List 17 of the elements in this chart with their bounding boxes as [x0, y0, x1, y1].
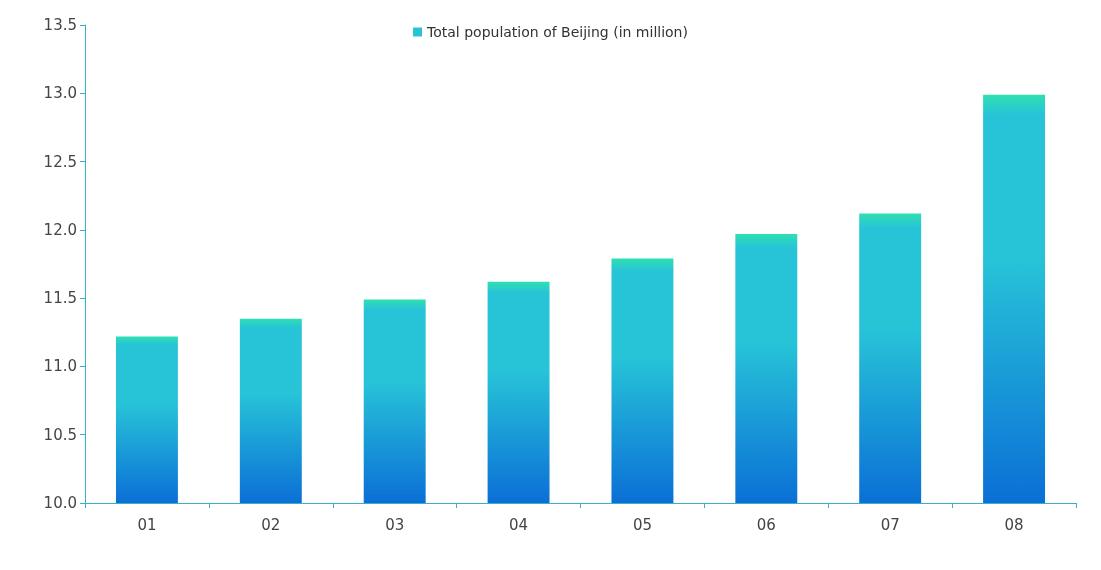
y-tick-label: 12.0	[43, 220, 77, 239]
y-tick-label: 12.5	[43, 152, 77, 171]
x-tick-label: 06	[756, 515, 776, 534]
x-tick-label: 02	[261, 515, 281, 534]
y-tick-label: 11.0	[43, 357, 77, 376]
x-tick-label: 08	[1004, 515, 1024, 534]
x-tick-label: 01	[137, 515, 157, 534]
y-tick-label: 11.5	[43, 289, 77, 308]
x-tick-label: 04	[509, 515, 529, 534]
x-tick-label: 05	[632, 515, 652, 534]
x-tick-label: 03	[385, 515, 405, 534]
legend-label: Total population of Beijing (in million)	[426, 24, 688, 40]
y-tick-label: 10.0	[43, 494, 77, 512]
y-tick-label: 10.5	[43, 425, 77, 444]
y-tick-label: 13.5	[43, 16, 77, 34]
y-tick-label: 13.0	[43, 84, 77, 103]
x-tick-label: 07	[880, 515, 900, 534]
